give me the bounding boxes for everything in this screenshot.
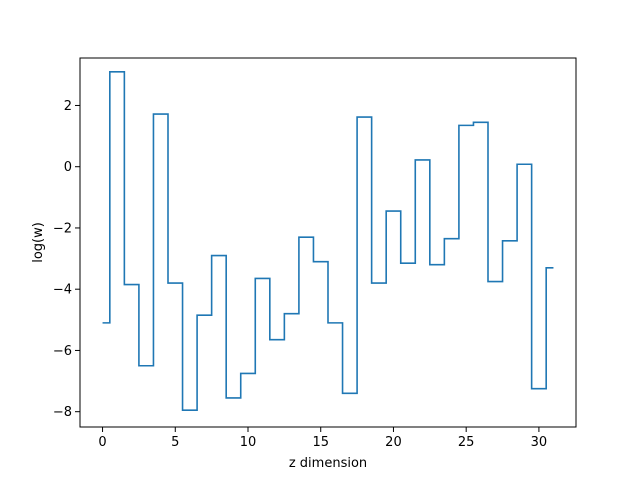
series-line: [102, 70, 554, 411]
y-tick-label: −8: [53, 405, 72, 420]
x-tick-label: 20: [385, 435, 402, 450]
y-tick-label: −4: [53, 283, 72, 298]
x-axis-label: z dimension: [289, 456, 367, 471]
y-tick-label: −2: [53, 221, 72, 236]
plot-frame: [79, 57, 577, 428]
x-tick-label: 25: [458, 435, 475, 450]
y-axis: −8 −6 −4 −2 0 2: [53, 99, 80, 420]
y-axis-label: log(w): [31, 222, 46, 263]
y-tick-label: 2: [64, 99, 72, 114]
x-tick-label: 30: [531, 435, 548, 450]
x-tick-label: 10: [240, 435, 257, 450]
x-tick-label: 5: [171, 435, 179, 450]
y-tick-label: 0: [64, 160, 72, 175]
y-tick-label: −6: [53, 344, 72, 359]
x-tick-label: 0: [98, 435, 106, 450]
x-tick-label: 15: [312, 435, 329, 450]
x-axis: 0 5 10 15 20 25 30: [98, 427, 547, 450]
